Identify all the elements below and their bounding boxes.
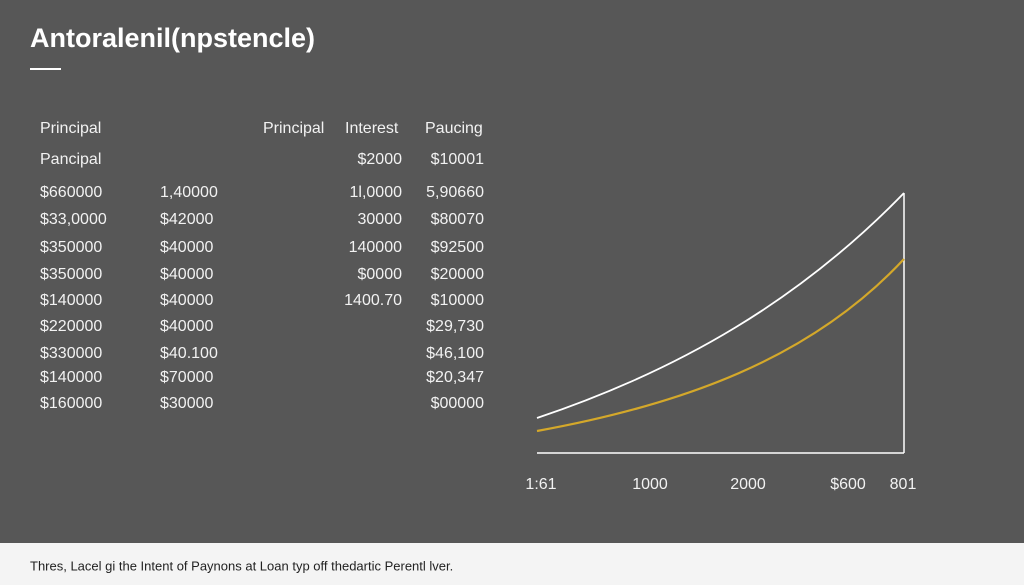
table-cell: $40000 xyxy=(160,318,213,335)
table-cell: $40000 xyxy=(160,239,213,256)
table-cell: $0000 xyxy=(358,266,403,283)
footer-bar xyxy=(0,543,1024,585)
table-cell: 1,40000 xyxy=(160,184,218,201)
footer-text: Thres, Lacel gi the Intent of Paynons at… xyxy=(30,558,453,573)
x-label: 1000 xyxy=(632,476,668,493)
table-cell: $10000 xyxy=(431,292,484,309)
table-cell: $140000 xyxy=(40,292,102,309)
curve-yellow xyxy=(536,258,905,433)
title: Antoralenil(npstencle) xyxy=(30,23,315,53)
table-cell: Paucing xyxy=(425,120,483,137)
table-cell: Principal xyxy=(40,120,101,137)
table-cell: Interest xyxy=(345,120,399,137)
x-label: 1:61 xyxy=(525,476,556,493)
table-cell: $140000 xyxy=(40,369,102,386)
table-cell: $350000 xyxy=(40,266,102,283)
x-label: 2000 xyxy=(730,476,766,493)
table-cell: $10001 xyxy=(431,151,484,168)
table-cell: $46,100 xyxy=(426,345,484,362)
table-cell: $20,347 xyxy=(426,369,484,386)
table-cell: $40.100 xyxy=(160,345,218,362)
table-cell: Pancipal xyxy=(40,151,101,168)
table-cell: $350000 xyxy=(40,239,102,256)
table-cell: $2000 xyxy=(358,151,403,168)
x-label: $600 xyxy=(830,476,866,493)
x-labels: 1:61 1000 2000 $600 801 xyxy=(525,476,916,493)
background xyxy=(0,0,1024,543)
table-cell: $20000 xyxy=(431,266,484,283)
curve-white xyxy=(536,192,905,419)
table-cell: 1l,0000 xyxy=(350,184,403,201)
table: Principal Principal Interest Paucing Pancipa… xyxy=(40,120,484,412)
table-cell: 140000 xyxy=(349,239,402,256)
table-cell: 5,90660 xyxy=(426,184,484,201)
table-cell: $220000 xyxy=(40,318,102,335)
table-cell: $80070 xyxy=(431,211,484,228)
table-cell: $660000 xyxy=(40,184,102,201)
table-cell: $40000 xyxy=(160,292,213,309)
x-label: 801 xyxy=(890,476,917,493)
table-cell: $160000 xyxy=(40,395,102,412)
table-cell: Principal xyxy=(263,120,324,137)
table-cell: $70000 xyxy=(160,369,213,386)
table-cell: $330000 xyxy=(40,345,102,362)
table-cell: $42000 xyxy=(160,211,213,228)
table-cell: $29,730 xyxy=(426,318,484,335)
table-cell: $92500 xyxy=(431,239,484,256)
chart: 1:61 1000 2000 $600 801 xyxy=(525,192,916,493)
table-cell: $33,0000 xyxy=(40,211,107,228)
table-cell: $40000 xyxy=(160,266,213,283)
table-cell: $30000 xyxy=(160,395,213,412)
table-cell: 30000 xyxy=(358,211,403,228)
table-cell: 1400.70 xyxy=(344,292,402,309)
table-cell: $00000 xyxy=(431,395,484,412)
